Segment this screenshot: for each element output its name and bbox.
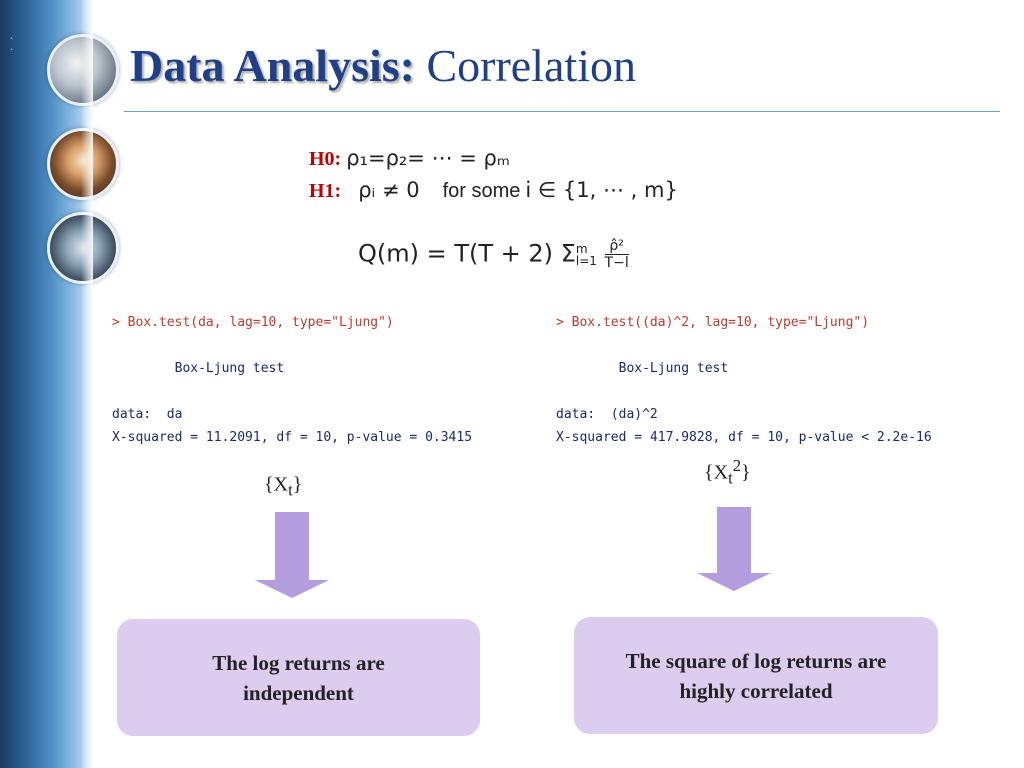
dots-decoration: · · — [10, 34, 14, 56]
conclusion-box-left: The log returns are independent — [117, 619, 480, 736]
arrow-down-right — [697, 507, 771, 591]
h1-line: H1: ρᵢ ≠ 0 for some i ∈ {1, ⋯ , m} — [309, 178, 678, 203]
series-symbol: X — [273, 473, 289, 496]
r-data-line: data: da — [112, 407, 183, 422]
title-divider — [124, 111, 1000, 112]
r-output-right: > Box.test((da)^2, lag=10, type="Ljung")… — [556, 311, 932, 449]
series-subscript: t — [288, 480, 293, 500]
h0-label: H0: — [309, 148, 342, 170]
h1-text: for some — [442, 180, 521, 202]
arrow-down-left — [255, 512, 329, 598]
h1-label: H1: — [309, 180, 342, 202]
title-regular: Correlation — [426, 40, 636, 91]
conclusion-box-right: The square of log returns are highly cor… — [574, 617, 938, 734]
formula-sum-limits: m l=1 — [576, 243, 597, 267]
series-label-left: {Xt} — [264, 473, 303, 500]
series-superscript: 2 — [732, 456, 742, 475]
r-test-name: Box-Ljung test — [618, 361, 729, 376]
conclusion-text: The square of log returns are highly cor… — [625, 648, 887, 703]
series-label-right: {Xt2} — [704, 456, 751, 488]
h1-expression: ρᵢ ≠ 0 — [358, 178, 420, 202]
formula-sum-upper: m — [575, 241, 588, 256]
photo-circle-bottom — [47, 212, 119, 284]
photo-circle-middle — [47, 128, 119, 200]
h0-expression: ρ₁=ρ₂= ⋯ = ρₘ — [346, 146, 510, 170]
formula-sum-lower: l=1 — [575, 253, 597, 268]
formula-lhs: Q(m) = T(T + 2) — [358, 239, 554, 268]
r-data-line: data: (da)^2 — [556, 407, 658, 422]
photo-circle-top — [47, 34, 119, 106]
ljung-box-formula: Q(m) = T(T + 2) Σm l=1 ρ̂² T−l — [358, 238, 629, 271]
formula-numerator: ρ̂² — [604, 238, 629, 255]
h0-line: H0: ρ₁=ρ₂= ⋯ = ρₘ — [309, 146, 510, 171]
series-subscript: t — [728, 468, 733, 488]
r-result-line: X-squared = 11.2091, df = 10, p-value = … — [112, 430, 473, 445]
r-result-line: X-squared = 417.9828, df = 10, p-value <… — [556, 430, 932, 445]
r-command: > Box.test(da, lag=10, type="Ljung") — [112, 315, 394, 330]
title-bold: Data Analysis: — [130, 40, 415, 91]
slide-title: Data Analysis: Correlation — [130, 38, 636, 94]
r-output-left: > Box.test(da, lag=10, type="Ljung") Box… — [112, 311, 472, 449]
formula-denominator: T−l — [604, 255, 629, 271]
h1-condition: i ∈ {1, ⋯ , m} — [525, 178, 678, 202]
conclusion-text: The log returns are independent — [212, 650, 385, 705]
sidebar-band: · · — [0, 0, 119, 768]
r-test-name: Box-Ljung test — [174, 361, 285, 376]
formula-fraction: ρ̂² T−l — [604, 238, 629, 271]
formula-sum-symbol: Σ — [560, 239, 576, 268]
r-command: > Box.test((da)^2, lag=10, type="Ljung") — [556, 315, 870, 330]
series-symbol: X — [713, 461, 729, 484]
